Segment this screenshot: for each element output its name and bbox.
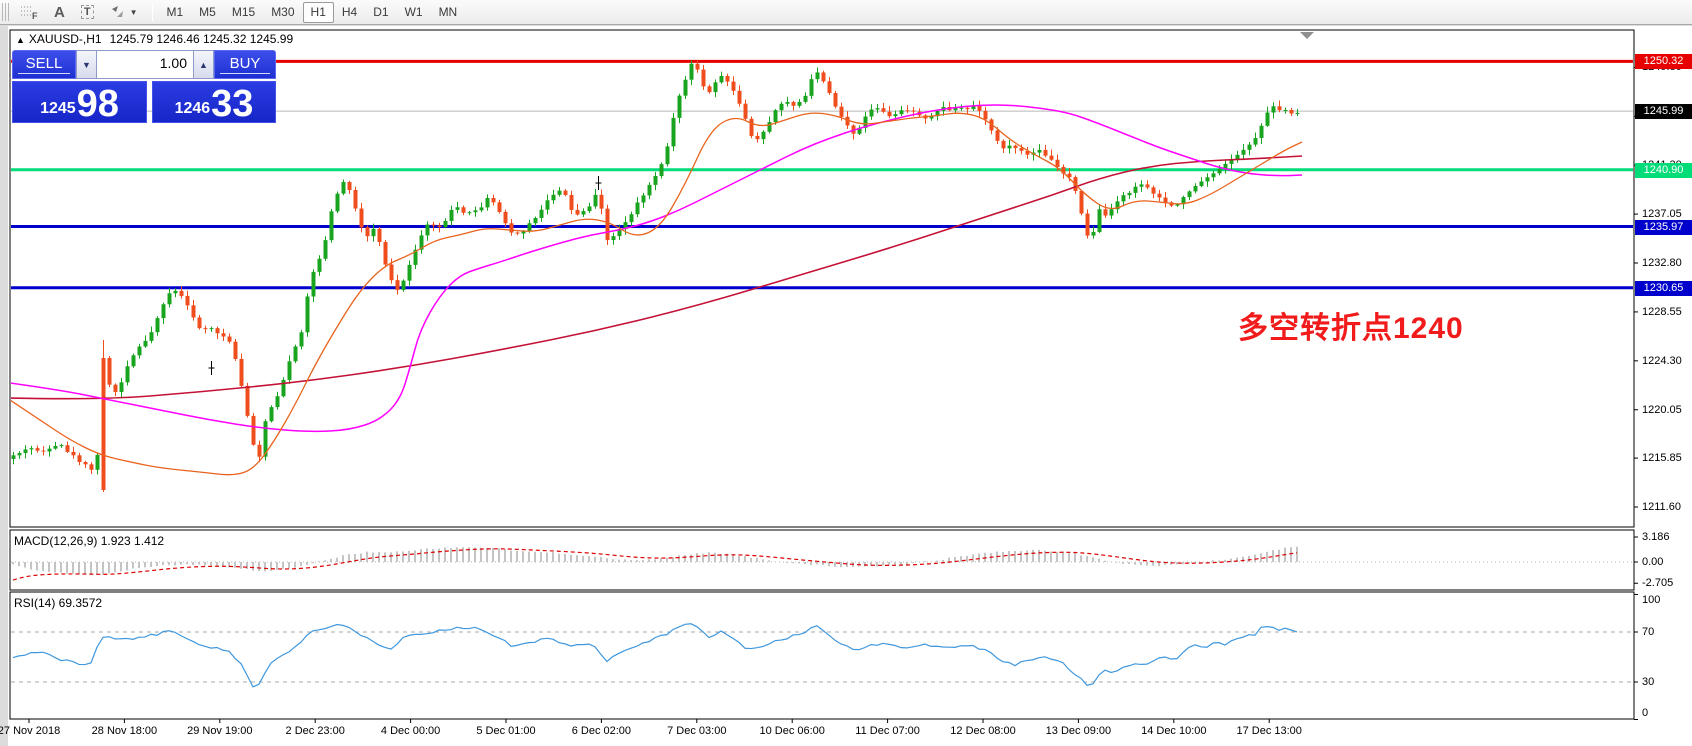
sell-button[interactable]: SELL [12, 50, 76, 79]
macd-pane-border [9, 529, 1635, 591]
rsi-indicator-label: RSI(14) 69.3572 [14, 596, 103, 610]
time-axis-label: 28 Nov 18:00 [91, 725, 158, 737]
toolbar-separator [151, 3, 153, 21]
volume-increase-button[interactable]: ▲ [193, 50, 214, 79]
volume-input[interactable]: 1.00 [97, 50, 193, 79]
timeframe-button-m1[interactable]: M1 [166, 5, 184, 19]
dropdown-caret-icon: ▼ [129, 7, 138, 17]
macd-indicator-label: MACD(12,26,9) 1.923 1.412 [14, 534, 165, 548]
price-tick-label: 1211.60 [1638, 500, 1692, 514]
chart-title: ▲ XAUUSD-,H1 1245.79 1246.46 1245.32 1245.… [16, 32, 293, 46]
time-axis-label: 17 Dec 13:00 [1236, 725, 1302, 737]
level-price-tag-blue-1: 1235.97 [1635, 219, 1692, 235]
time-axis-label: 5 Dec 01:00 [476, 725, 536, 737]
current-price-tag: 1245.99 [1635, 104, 1692, 120]
ma-medium-line [11, 104, 1303, 433]
price-tick-label: 1215.85 [1638, 451, 1692, 466]
time-axis-label: 7 Dec 03:00 [667, 725, 727, 737]
chart-canvas[interactable] [8, 26, 1692, 746]
buy-button[interactable]: BUY [214, 50, 276, 79]
time-axis-label: 11 Dec 07:00 [855, 725, 920, 737]
ohlc-values: 1245.79 1246.46 1245.32 1245.99 [109, 32, 294, 46]
time-axis-label: 29 Nov 19:00 [187, 725, 253, 737]
sell-price-display[interactable]: 1245 98 [12, 81, 147, 123]
chart-shift-marker-icon [1300, 32, 1314, 39]
rsi-tick-label: 0 [1638, 706, 1692, 720]
level-price-tag-red: 1250.32 [1635, 54, 1692, 70]
ma-fast-line [11, 112, 1303, 476]
time-axis-label: 4 Dec 00:00 [380, 725, 441, 737]
arrow-objects-icon[interactable]: ▼ [102, 2, 146, 23]
rsi-tick-label: 70 [1638, 625, 1692, 639]
price-tick-label: 1232.80 [1638, 256, 1692, 270]
macd-tick-label: 0.00 [1638, 555, 1692, 569]
price-tick-label: 1224.30 [1638, 353, 1692, 368]
timeframe-button-mn[interactable]: MN [438, 5, 458, 19]
text-annotation-icon[interactable]: A [54, 3, 65, 21]
chart-area: ▲ XAUUSD-,H1 1245.79 1246.46 1245.32 1245.… [0, 26, 1692, 746]
symbol-period-label: XAUUSD-,H1 [28, 32, 102, 46]
rsi-tick-label: 30 [1638, 675, 1692, 689]
rsi-pane-border [9, 591, 1635, 720]
svg-text:F: F [32, 11, 38, 20]
one-click-trade-panel: SELL ▼ 1.00 ▲ BUY 1245 98 1246 33 [12, 50, 276, 123]
indicator-list-icon[interactable]: F [12, 2, 46, 23]
timeframe-button-h1[interactable]: H1 [302, 1, 334, 23]
rsi-line [12, 623, 1298, 688]
macd-tick-label: 3.186 [1638, 529, 1692, 544]
macd-signal-line [12, 548, 1298, 581]
toolbar: F A T ▼ M1 M5 M15 M30 H1 H4 D1 W1 MN [0, 0, 1692, 25]
time-axis-label: 14 Dec 10:00 [1141, 725, 1207, 737]
price-tick-label: 1220.05 [1638, 402, 1692, 417]
collapse-triangle-icon[interactable]: ▲ [16, 35, 25, 45]
buy-price-display[interactable]: 1246 33 [152, 81, 276, 123]
time-axis-label: 2 Dec 23:00 [285, 725, 345, 737]
time-axis-label: 27 Nov 2018 [0, 725, 61, 737]
ma-slow-line [11, 155, 1303, 400]
timeframe-button-d1[interactable]: D1 [373, 5, 389, 19]
volume-decrease-button[interactable]: ▼ [76, 50, 97, 79]
level-price-tag-blue-2: 1230.65 [1635, 280, 1692, 296]
chart-text-annotation: 多空转折点1240 [1238, 312, 1464, 345]
timeframe-button-m5[interactable]: M5 [199, 5, 216, 19]
time-axis-label: 10 Dec 06:00 [759, 725, 825, 737]
level-price-tag-green: 1240.90 [1635, 162, 1692, 178]
rsi-tick-label: 100 [1638, 593, 1692, 607]
timeframe-button-m15[interactable]: M15 [231, 5, 256, 19]
timeframe-button-h4[interactable]: H4 [341, 5, 358, 19]
price-tick-label: 1237.05 [1638, 207, 1692, 222]
timeframe-button-w1[interactable]: W1 [404, 5, 423, 19]
time-axis-label: 6 Dec 02:00 [571, 725, 632, 737]
text-label-icon[interactable]: T [73, 2, 102, 23]
timeframe-button-m30[interactable]: M30 [271, 5, 295, 19]
timeframe-button-group: M1 M5 M15 M30 H1 H4 D1 W1 MN [159, 1, 466, 23]
time-axis-label: 12 Dec 08:00 [950, 725, 1016, 737]
macd-tick-label: -2.705 [1638, 576, 1692, 591]
price-tick-label: 1228.55 [1638, 304, 1692, 319]
time-axis-label: 13 Dec 09:00 [1045, 725, 1112, 737]
toolbar-grip[interactable] [2, 3, 9, 21]
